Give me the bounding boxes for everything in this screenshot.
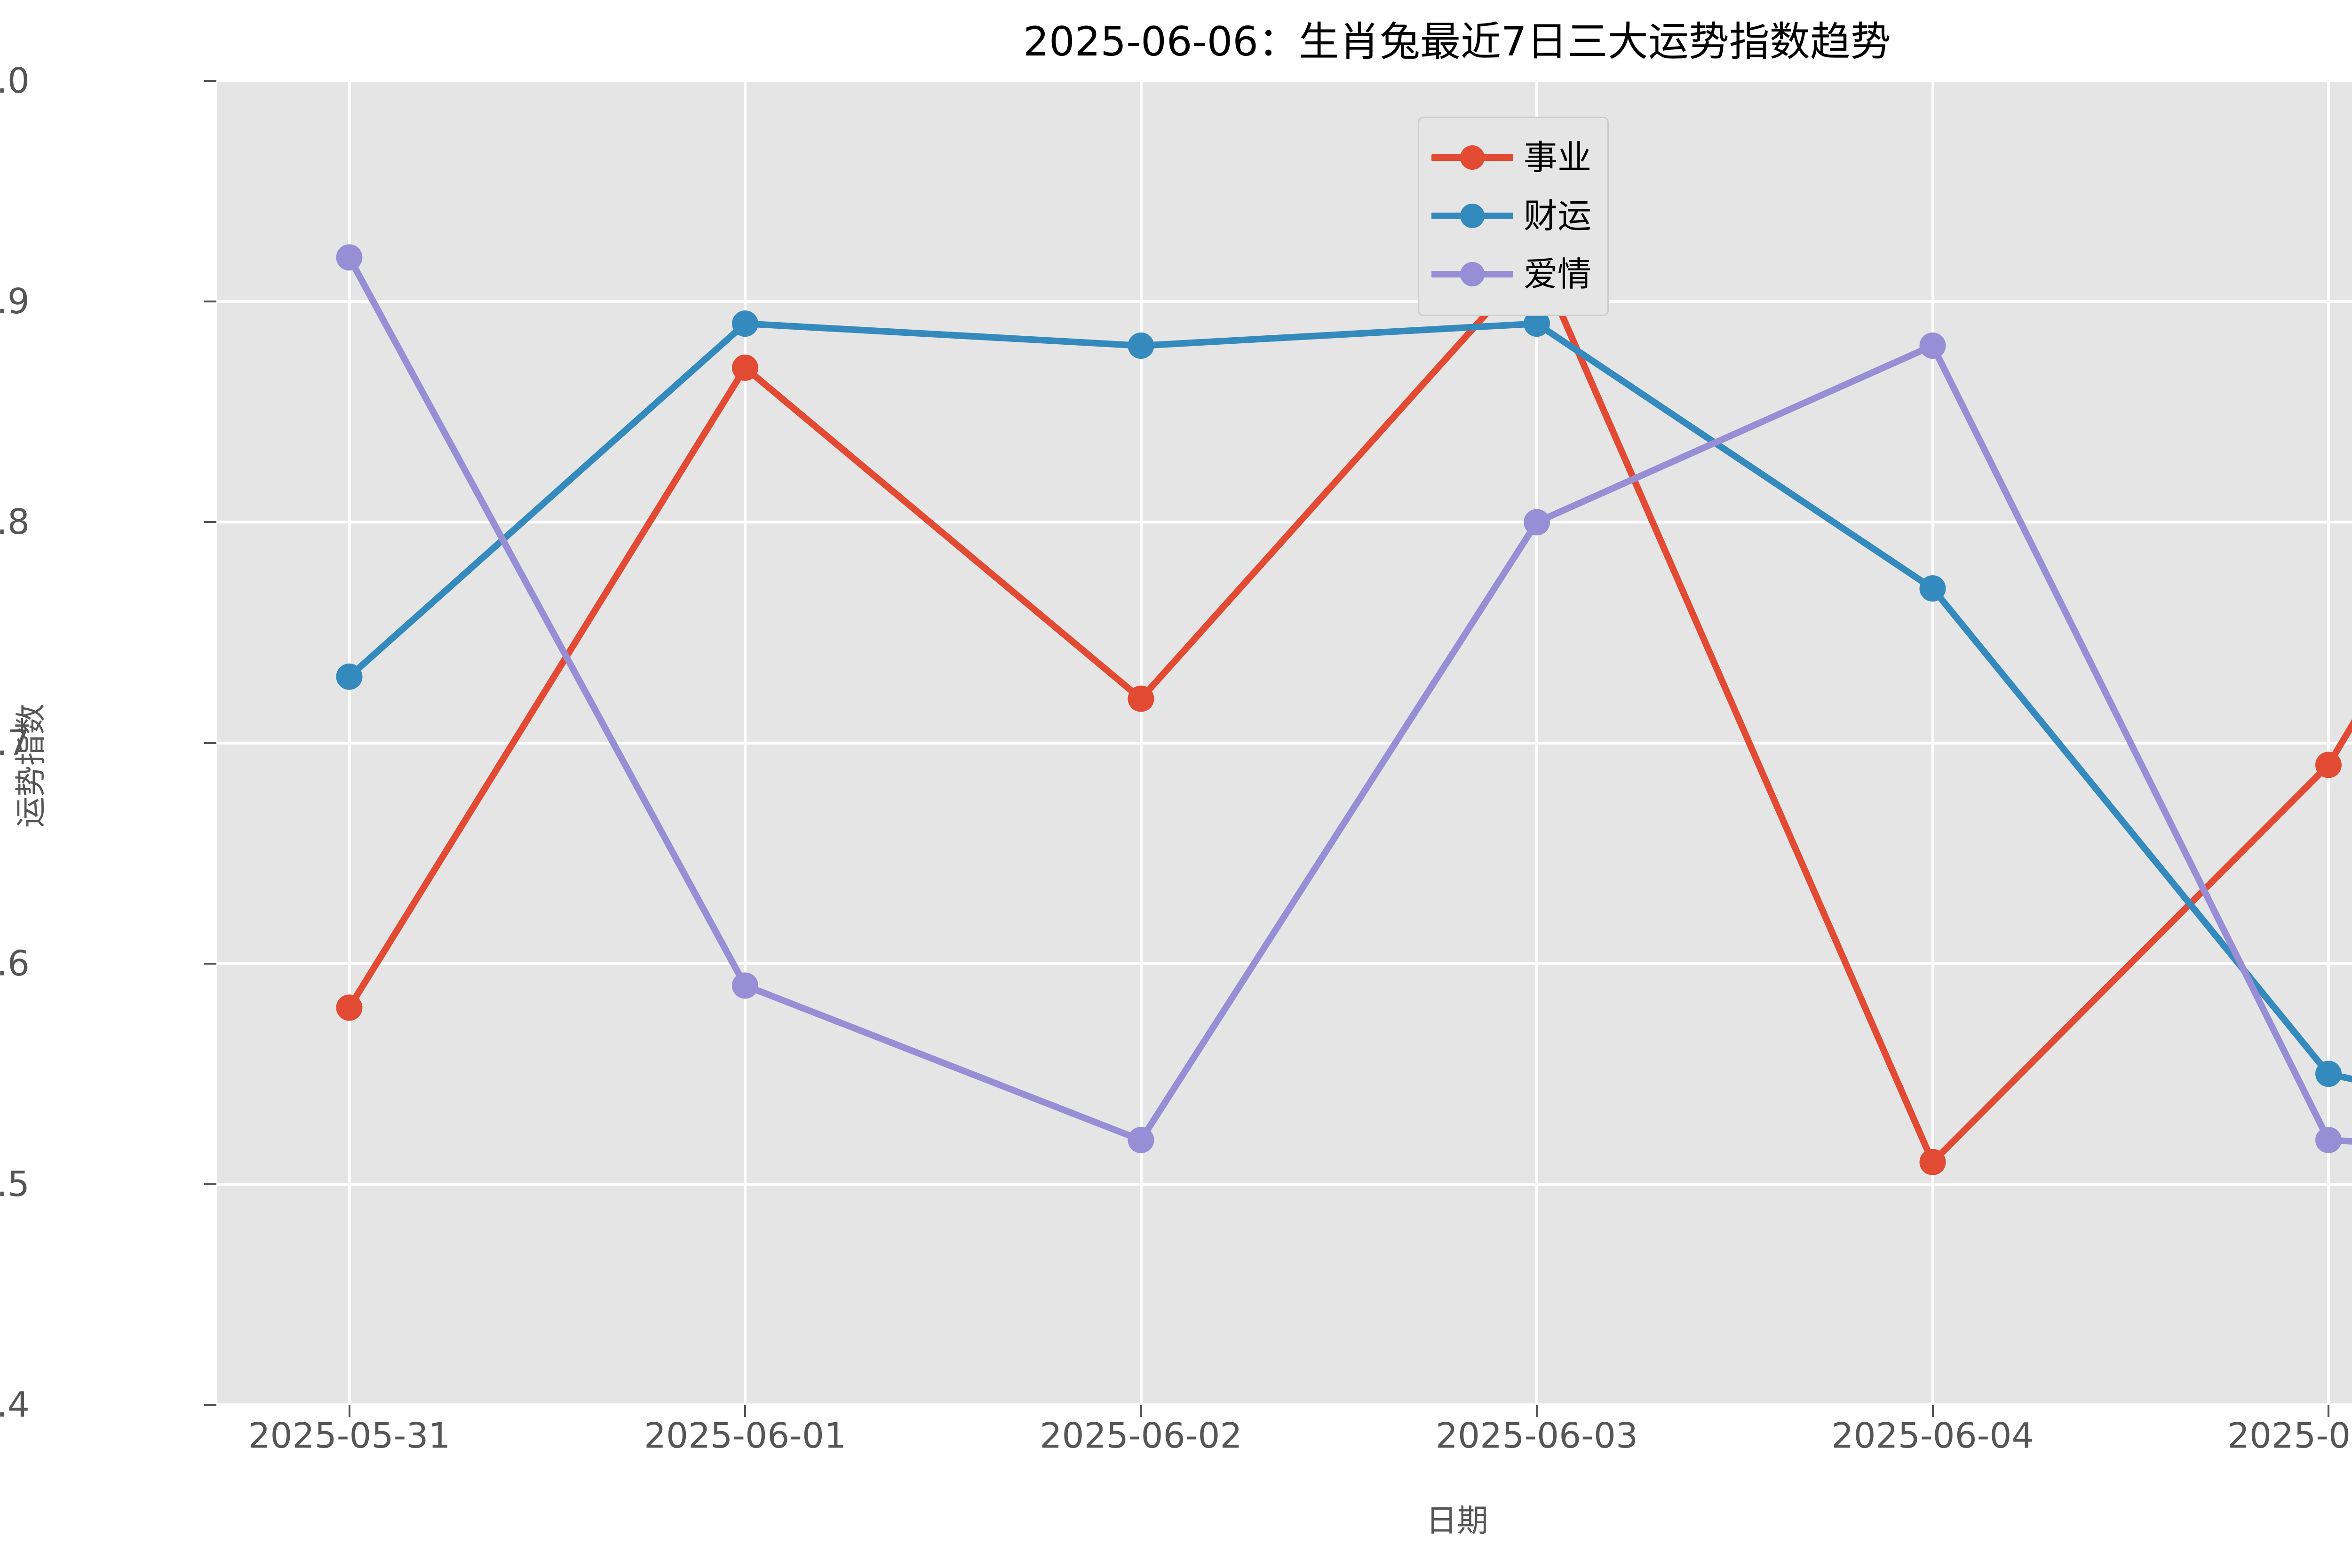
x-tick-label-2025-05-31: 2025-05-31 [248, 1416, 451, 1456]
data-point-事业-2025-06-04 [1919, 1148, 1946, 1175]
y-tick-label-0.6: 0.6 [0, 943, 30, 984]
gridline-x-2025-06-03 [1535, 81, 1538, 1405]
series-爱情 [336, 244, 2352, 1153]
data-point-事业-2025-06-05 [2315, 752, 2342, 778]
y-tick-label-1.0: 1.0 [0, 61, 30, 101]
series-事业 [336, 244, 2352, 1175]
data-point-财运-2025-06-02 [1128, 333, 1154, 359]
data-point-爱情-2025-06-02 [1128, 1127, 1154, 1153]
y-tick-mark-0.5 [204, 1183, 216, 1185]
gridline-y-0.8 [217, 521, 2352, 524]
series-line-爱情 [346, 254, 2352, 1145]
legend-label: 事业 [1524, 138, 1592, 177]
plot-area [217, 79, 2352, 1406]
legend-item-事业[interactable]: 事业 [1430, 128, 1591, 187]
gridline-y-0.9 [217, 300, 2352, 303]
x-tick-label-2025-06-03: 2025-06-03 [1435, 1416, 1638, 1456]
chart-title: 2025-06-06：生肖兔最近7日三大运势指数趋势 [1023, 18, 1891, 65]
x-tick-mark-2025-06-05 [2328, 1405, 2329, 1417]
y-axis-title: 运势指数 [13, 704, 49, 828]
legend-swatch-财运 [1430, 187, 1515, 245]
gridline-x-2025-06-05 [2327, 81, 2330, 1405]
x-tick-label-2025-06-04: 2025-06-04 [1831, 1416, 2034, 1456]
series-canvas [336, 244, 2352, 1175]
data-point-财运-2025-06-04 [1919, 575, 1946, 602]
gridline-y-0.4 [217, 1403, 2352, 1406]
data-point-财运-2025-05-31 [336, 663, 363, 690]
data-point-财运-2025-06-01 [732, 310, 758, 337]
y-tick-label-0.8: 0.8 [0, 502, 30, 543]
data-point-爱情-2025-06-01 [732, 972, 758, 999]
series-财运 [336, 310, 2352, 1087]
y-tick-mark-1.0 [204, 80, 216, 82]
x-tick-label-2025-06-01: 2025-06-01 [644, 1416, 847, 1456]
gridline-x-2025-06-04 [1931, 81, 1934, 1405]
legend-label: 爱情 [1524, 254, 1592, 294]
y-tick-mark-0.4 [204, 1404, 216, 1406]
gridline-y-0.5 [217, 1182, 2352, 1186]
data-point-事业-2025-06-01 [732, 354, 758, 381]
data-point-爱情-2025-06-03 [1524, 509, 1550, 536]
y-tick-mark-0.9 [204, 301, 216, 303]
gridline-x-2025-06-01 [744, 81, 747, 1405]
legend-marker-icon [1460, 145, 1485, 170]
x-tick-label-2025-06-05: 2025-06-05 [2227, 1416, 2352, 1456]
legend-item-财运[interactable]: 财运 [1430, 187, 1591, 245]
y-tick-mark-0.6 [204, 962, 216, 965]
x-tick-mark-2025-06-02 [1140, 1405, 1142, 1417]
legend-label: 财运 [1524, 196, 1592, 236]
gridline-y-1.0 [217, 79, 2352, 82]
x-axis-title: 日期 [1426, 1503, 1488, 1539]
x-tick-mark-2025-06-04 [1931, 1405, 1934, 1417]
y-tick-mark-0.7 [204, 742, 216, 744]
x-tick-mark-2025-06-03 [1536, 1405, 1538, 1417]
gridline-y-0.6 [217, 962, 2352, 965]
data-point-财运-2025-06-05 [2315, 1061, 2342, 1087]
data-point-事业-2025-06-02 [1128, 685, 1154, 712]
gridline-y-0.7 [217, 741, 2352, 744]
legend-marker-icon [1460, 204, 1485, 228]
legend-swatch-爱情 [1430, 245, 1515, 303]
series-line-财运 [346, 320, 2352, 1083]
data-point-爱情-2025-06-04 [1919, 333, 1946, 359]
legend-swatch-事业 [1430, 128, 1515, 187]
y-tick-label-0.5: 0.5 [0, 1164, 30, 1204]
gridline-x-2025-06-02 [1139, 81, 1143, 1405]
data-point-爱情-2025-05-31 [336, 244, 363, 271]
data-point-财运-2025-06-03 [1524, 310, 1550, 337]
data-point-事业-2025-05-31 [336, 994, 363, 1021]
legend-item-爱情[interactable]: 爱情 [1430, 245, 1591, 303]
series-line-事业 [346, 254, 2352, 1165]
legend-marker-icon [1460, 262, 1485, 286]
legend: 事业 财运 爱情 [1418, 117, 1609, 316]
gridline-x-2025-05-31 [348, 81, 351, 1405]
y-tick-label-0.9: 0.9 [0, 281, 30, 322]
x-tick-mark-2025-06-01 [744, 1405, 746, 1417]
y-tick-label-0.7: 0.7 [0, 722, 30, 763]
x-tick-label-2025-06-02: 2025-06-02 [1040, 1416, 1242, 1456]
data-point-爱情-2025-06-05 [2315, 1127, 2342, 1153]
y-tick-label-0.4: 0.4 [0, 1385, 30, 1425]
y-tick-mark-0.8 [204, 521, 216, 523]
x-tick-mark-2025-05-31 [348, 1405, 350, 1417]
